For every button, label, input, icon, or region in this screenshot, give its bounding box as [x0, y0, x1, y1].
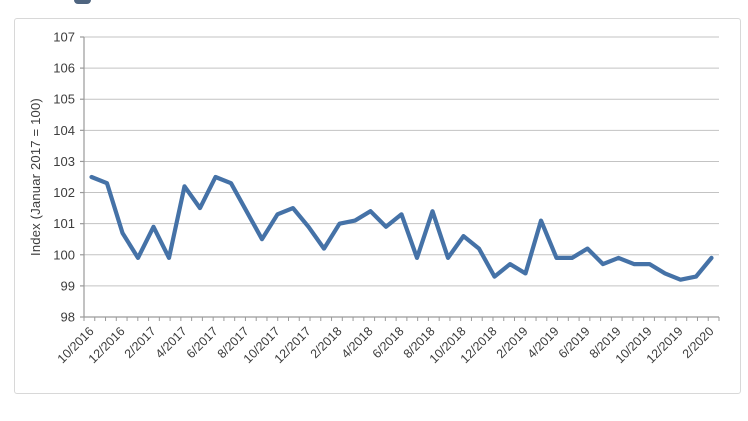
y-tick-label: 105: [53, 92, 75, 107]
x-tick-label: 2/2020: [680, 324, 717, 361]
y-tick-label: 102: [53, 185, 75, 200]
cropped-logo-fragment: [74, 0, 91, 4]
x-tick-label: 4/2018: [339, 324, 376, 361]
y-tick-label: 100: [53, 247, 75, 262]
chart-frame: [14, 18, 741, 394]
x-tick-label: 2/2019: [494, 324, 531, 361]
y-tick-label: 103: [53, 154, 75, 169]
y-tick-label: 106: [53, 61, 75, 76]
x-tick-label: 6/2019: [556, 324, 593, 361]
x-tick-label: 4/2017: [153, 324, 190, 361]
x-tick-label: 4/2019: [525, 324, 562, 361]
x-tick-label: 6/2018: [370, 324, 407, 361]
y-tick-label: 99: [61, 278, 75, 293]
x-tick-label: 6/2017: [184, 324, 221, 361]
x-tick-label: 2/2017: [122, 324, 159, 361]
data-series-line: [89, 174, 714, 282]
y-tick-label: 101: [53, 216, 75, 231]
x-tick-label: 2/2018: [308, 324, 345, 361]
y-tick-label: 104: [53, 123, 75, 138]
y-tick-label: 107: [53, 30, 75, 45]
y-tick-label: 98: [61, 310, 75, 325]
